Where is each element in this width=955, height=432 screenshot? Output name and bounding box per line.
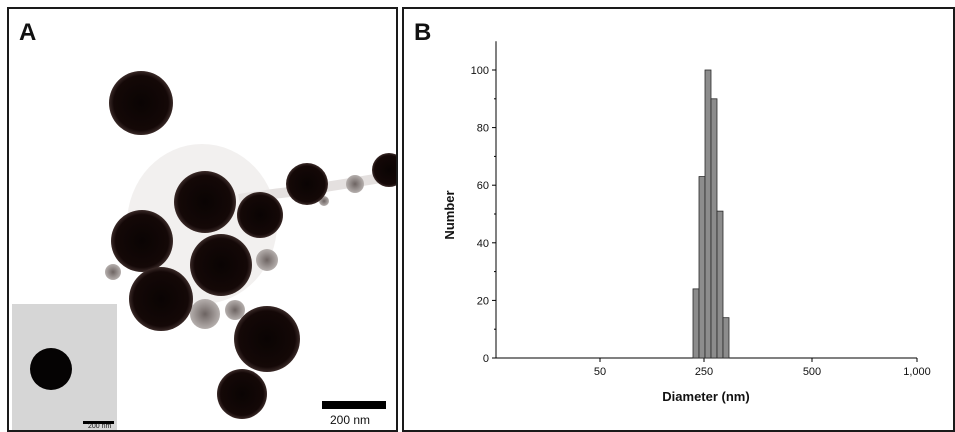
scale-bar bbox=[322, 401, 386, 409]
x-tick-label: 1,000 bbox=[903, 366, 931, 378]
particle-sphere bbox=[217, 369, 267, 419]
y-axis-label: Number bbox=[442, 190, 457, 239]
y-tick-label: 20 bbox=[477, 295, 489, 307]
histogram-bar bbox=[722, 317, 730, 359]
tem-micrograph bbox=[12, 71, 396, 430]
histogram-chart: 0 20 40 60 80 100 50 250 500 1,000 Diameter (nm) Nu… bbox=[442, 41, 931, 404]
scale-bar-label: 200 nm bbox=[330, 413, 371, 427]
histogram-bar bbox=[716, 210, 724, 359]
inset-particle bbox=[30, 348, 72, 390]
particle-sphere bbox=[372, 153, 396, 187]
inset-scale-bar bbox=[83, 421, 114, 424]
histogram-bar bbox=[704, 69, 712, 359]
particle-sphere bbox=[234, 306, 300, 372]
particle-small bbox=[225, 300, 245, 320]
particle-sphere bbox=[286, 163, 328, 205]
x-tick-label: 500 bbox=[803, 366, 821, 378]
particle-small bbox=[346, 175, 364, 193]
y-tick-label: 0 bbox=[483, 353, 489, 365]
panel-b-label: B bbox=[414, 19, 432, 46]
x-tick-label: 250 bbox=[695, 366, 713, 378]
particle-sphere bbox=[109, 71, 173, 135]
histogram-bar bbox=[692, 288, 700, 359]
particle-small bbox=[105, 264, 121, 280]
y-tick-label: 40 bbox=[477, 238, 489, 250]
inset-scale-bar-label: 200 nm bbox=[88, 423, 112, 430]
histogram-bar bbox=[698, 176, 706, 359]
panel-a-tem-image: A 200 nm 200 nm bbox=[7, 7, 398, 432]
y-tick-label: 80 bbox=[477, 123, 489, 135]
particle-sphere bbox=[111, 210, 173, 272]
x-axis-label: Diameter (nm) bbox=[662, 389, 749, 404]
particle-small bbox=[256, 249, 278, 271]
panel-b-histogram: B 0 20 40 60 80 100 50 250 500 1,000 Diameter (nm)… bbox=[402, 7, 955, 432]
panel-a-label: A bbox=[19, 19, 37, 46]
y-tick-label: 100 bbox=[471, 65, 489, 77]
histogram-bar bbox=[710, 98, 718, 359]
x-tick-label: 50 bbox=[594, 366, 606, 378]
particle-sphere bbox=[237, 192, 283, 238]
particle-sphere bbox=[129, 267, 193, 331]
particle-small bbox=[190, 299, 220, 329]
particle-sphere bbox=[174, 171, 236, 233]
y-tick-label: 60 bbox=[477, 180, 489, 192]
particle-sphere bbox=[190, 234, 252, 296]
